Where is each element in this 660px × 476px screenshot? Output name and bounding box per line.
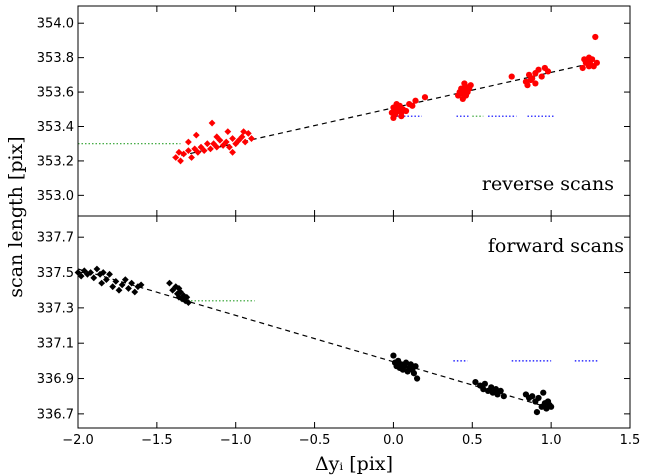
data-point-diamond-27 <box>193 132 200 139</box>
data-point-circle-47 <box>592 34 598 40</box>
data-point-circle-15 <box>398 113 404 119</box>
data-point-circle-50 <box>586 63 592 69</box>
data-point-circle-27 <box>468 82 474 88</box>
data-point-circle-37 <box>548 404 554 410</box>
y-tick-label-2: 337.1 <box>37 337 74 352</box>
panel-reverse-scans: 353.0 353.2 353.4 353.6 353.8 354.0 reverse s… <box>37 6 630 216</box>
data-point-diamond-24 <box>248 135 255 142</box>
annotation-forward-scans: forward scans <box>488 235 624 257</box>
data-point-circle-39 <box>534 409 540 415</box>
data-point-circle-12 <box>422 94 428 100</box>
data-point-diamond-30 <box>229 149 236 156</box>
data-point-diamond-19 <box>131 289 138 296</box>
x-tick-label-2: −1.0 <box>220 433 252 448</box>
y-tick-label-1: 353.2 <box>37 154 74 169</box>
x-tick-label-0: −2.0 <box>62 433 94 448</box>
data-point-circle-14 <box>412 363 418 369</box>
data-point-diamond-11 <box>98 280 105 287</box>
data-point-circle-48 <box>594 60 600 66</box>
data-point-diamond-17 <box>125 285 132 292</box>
y-tick-label-3: 353.6 <box>37 86 74 101</box>
y-tick-label-0: 336.7 <box>37 407 74 422</box>
data-point-circle-11 <box>412 98 418 104</box>
data-point-diamond-2 <box>177 158 184 165</box>
data-point-diamond-12 <box>109 283 116 290</box>
data-point-circle-25 <box>461 80 467 86</box>
annotation-reverse-scans: reverse scans <box>482 173 614 195</box>
data-point-circle-10 <box>409 103 415 109</box>
data-point-circle-29 <box>529 393 535 399</box>
points-reverse <box>172 34 600 164</box>
x-tick-labels: −2.0 −1.5 −1.0 −0.5 0.0 0.5 1.0 1.5 <box>62 433 640 448</box>
reference-segments-forward <box>181 301 599 361</box>
data-point-diamond-5 <box>90 274 97 281</box>
data-point-diamond-6 <box>94 266 101 273</box>
fit-line-forward <box>78 269 546 407</box>
data-point-circle-25 <box>498 388 504 394</box>
data-point-circle-14 <box>393 101 399 107</box>
data-point-circle-37 <box>524 82 530 88</box>
data-point-diamond-26 <box>224 128 231 135</box>
y-axis-label: scan length [pix] <box>5 136 27 297</box>
x-axis-label: Δyᵢ [pix] <box>315 453 393 475</box>
y-tick-label-1: 336.9 <box>37 372 74 387</box>
data-point-circle-19 <box>482 381 488 387</box>
x-tick-label-7: 1.5 <box>620 433 641 448</box>
data-point-circle-8 <box>403 108 409 114</box>
y-tick-label-2: 353.4 <box>37 120 74 135</box>
data-point-diamond-25 <box>209 120 216 127</box>
data-point-diamond-10 <box>106 271 113 278</box>
y-tick-label-4: 337.5 <box>37 266 74 281</box>
x-tick-label-6: 1.0 <box>541 433 562 448</box>
data-point-circle-40 <box>580 65 586 71</box>
reference-segments-reverse <box>78 116 554 144</box>
data-point-circle-26 <box>501 393 507 399</box>
data-point-circle-26 <box>463 92 469 98</box>
data-point-circle-33 <box>535 67 541 73</box>
x-tick-label-3: −0.5 <box>299 433 331 448</box>
y-tick-label-0: 353.0 <box>37 189 74 204</box>
data-point-circle-34 <box>539 73 545 79</box>
x-tick-label-4: 0.0 <box>383 433 404 448</box>
data-point-circle-49 <box>581 56 587 62</box>
data-point-diamond-22 <box>242 139 249 146</box>
data-point-diamond-31 <box>185 139 192 146</box>
y-tick-label-5: 354.0 <box>37 17 74 32</box>
data-point-circle-39 <box>532 80 538 86</box>
y-tick-label-4: 353.8 <box>37 51 74 66</box>
data-point-diamond-11 <box>207 145 214 152</box>
y-tick-label-3: 337.3 <box>37 301 74 316</box>
panel-forward-scans: 336.7 336.9 337.1 337.3 337.5 337.7 forward s… <box>37 216 630 428</box>
data-point-diamond-18 <box>229 135 236 142</box>
y-tick-label-5: 337.7 <box>37 231 74 246</box>
data-point-circle-0 <box>390 352 396 358</box>
x-tick-label-1: −1.5 <box>141 433 173 448</box>
data-point-diamond-5 <box>188 154 195 161</box>
data-point-circle-15 <box>414 375 420 381</box>
data-point-diamond-0 <box>172 154 179 161</box>
data-point-circle-13 <box>411 370 417 376</box>
data-point-circle-13 <box>390 115 396 121</box>
points-forward <box>75 266 555 416</box>
x-tick-label-5: 0.5 <box>462 433 483 448</box>
data-point-diamond-14 <box>116 287 123 294</box>
data-point-diamond-22 <box>166 280 173 287</box>
data-point-diamond-10 <box>204 140 211 147</box>
data-point-circle-36 <box>545 68 551 74</box>
data-point-circle-28 <box>509 73 515 79</box>
data-point-circle-31 <box>535 395 541 401</box>
data-point-circle-38 <box>540 390 546 396</box>
